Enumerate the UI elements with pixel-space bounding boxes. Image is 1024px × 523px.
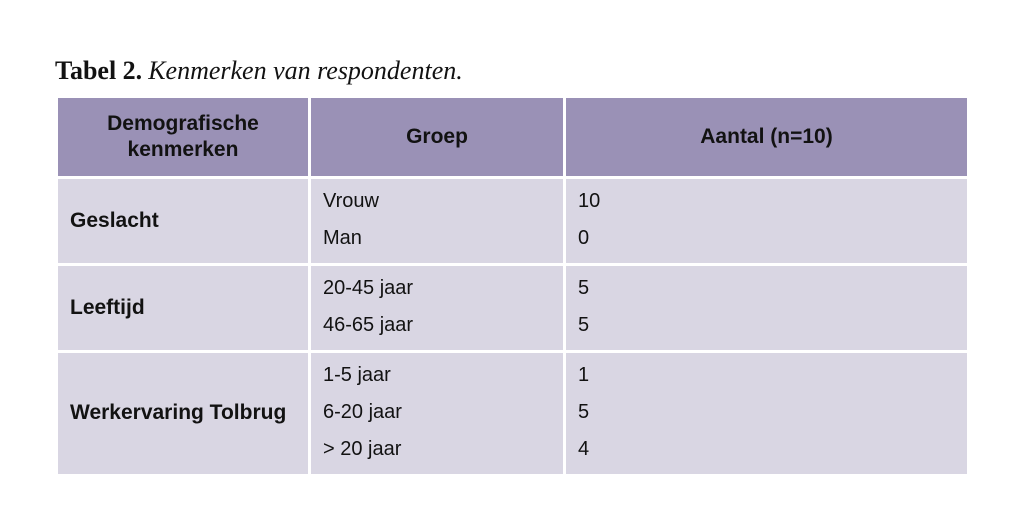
groep-value: Man (323, 227, 362, 249)
aantal-value: 0 (578, 227, 590, 249)
aantal-cell: 5 5 (566, 266, 967, 350)
respondents-table: Demografische kenmerken Groep Aantal (n=… (55, 95, 970, 477)
table-header: Demografische kenmerken Groep Aantal (n=… (58, 98, 967, 176)
header-cell-aantal: Aantal (n=10) (566, 98, 967, 176)
aantal-value: 5 (578, 314, 590, 336)
aantal-value: 5 (578, 401, 590, 423)
groep-value: 1-5 jaar (323, 364, 391, 386)
row-label: Werkervaring Tolbrug (58, 353, 308, 474)
groep-value: Vrouw (323, 190, 379, 212)
aantal-value: 1 (578, 364, 590, 386)
header-cell-groep: Groep (311, 98, 563, 176)
header-row: Demografische kenmerken Groep Aantal (n=… (58, 98, 967, 176)
groep-value: > 20 jaar (323, 438, 402, 460)
header-cell-kenmerken: Demografische kenmerken (58, 98, 308, 176)
table-row-leeftijd: Leeftijd 20-45 jaar 46-65 jaar 5 5 (58, 266, 967, 350)
table-caption: Tabel 2. Kenmerken van respondenten. (55, 56, 463, 86)
row-label: Leeftijd (58, 266, 308, 350)
groep-cell: 1-5 jaar 6-20 jaar > 20 jaar (311, 353, 563, 474)
aantal-value: 5 (578, 277, 590, 299)
groep-cell: Vrouw Man (311, 179, 563, 263)
aantal-cell: 1 5 4 (566, 353, 967, 474)
aantal-value: 4 (578, 438, 590, 460)
table-body: Geslacht Vrouw Man 10 0 Leeftijd 20-45 j… (58, 179, 967, 474)
groep-cell: 20-45 jaar 46-65 jaar (311, 266, 563, 350)
groep-value: 6-20 jaar (323, 401, 402, 423)
aantal-cell: 10 0 (566, 179, 967, 263)
groep-value: 46-65 jaar (323, 314, 414, 336)
table-caption-number: Tabel 2. (55, 56, 143, 85)
table-row-werkervaring: Werkervaring Tolbrug 1-5 jaar 6-20 jaar … (58, 353, 967, 474)
table-row-geslacht: Geslacht Vrouw Man 10 0 (58, 179, 967, 263)
row-label: Geslacht (58, 179, 308, 263)
table-caption-text: Kenmerken van respondenten. (148, 56, 463, 85)
aantal-value: 10 (578, 190, 601, 212)
groep-value: 20-45 jaar (323, 277, 414, 299)
